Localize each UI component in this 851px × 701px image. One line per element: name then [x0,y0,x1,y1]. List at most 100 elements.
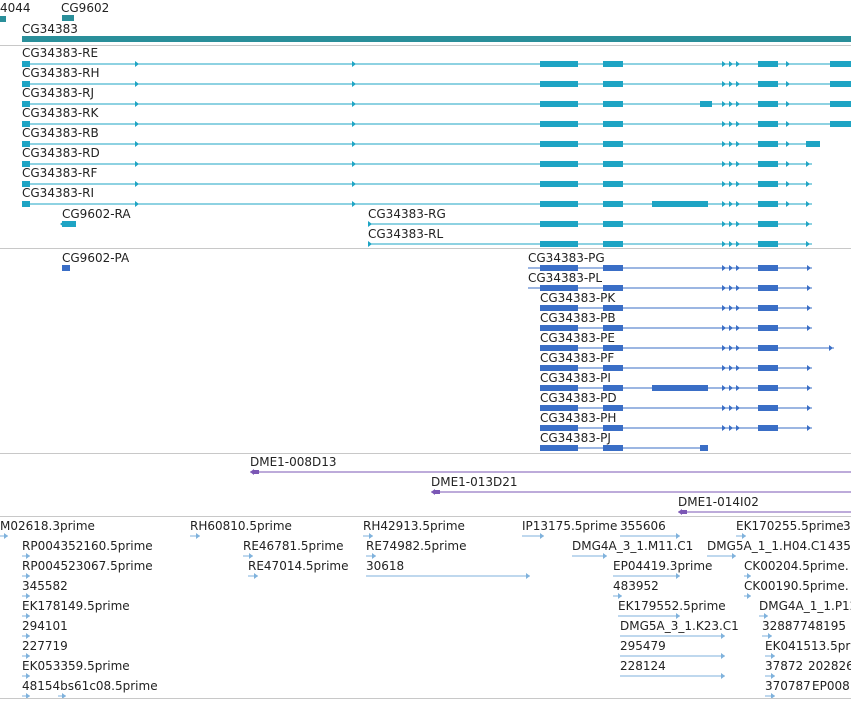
exon-block[interactable] [758,365,778,371]
exon-block[interactable] [603,161,623,167]
exon-block[interactable] [603,241,623,247]
gene-label[interactable]: CG9602 [61,1,110,15]
exon-block[interactable] [22,101,30,107]
transcript-label[interactable]: CG34383-RH [22,66,100,80]
est-label[interactable]: RH60810.5prime [190,519,292,533]
exon-block[interactable] [758,141,778,147]
est-label[interactable]: DMG4A_1_1.P12 [759,599,851,613]
exon-block[interactable] [434,490,440,494]
exon-block[interactable] [22,161,30,167]
exon-block[interactable] [540,121,578,127]
protein-label[interactable]: CG34383-PI [540,371,611,385]
protein-label[interactable]: CG34383-PL [528,271,603,285]
exon-block[interactable] [540,201,578,207]
exon-block[interactable] [758,201,778,207]
transcript-label[interactable]: CG34383-RJ [22,86,95,100]
exon-block[interactable] [540,61,578,67]
est-label[interactable]: CK00204.5prime. [744,559,849,573]
gene-label[interactable]: 4044 [0,1,31,15]
exon-block[interactable] [700,445,708,451]
exon-block[interactable] [758,221,778,227]
transcript-label[interactable]: CG34383-RE [22,46,99,60]
est-label[interactable]: 32887748195 [762,619,846,633]
exon-block[interactable] [540,385,578,391]
est-label[interactable]: RE46781.5prime [243,539,344,553]
exon-block[interactable] [830,101,851,107]
exon-block[interactable] [62,265,70,271]
exon-block[interactable] [758,61,778,67]
exon-block[interactable] [540,101,578,107]
exon-block[interactable] [540,305,578,311]
transcript-label[interactable]: CG34383-RD [22,146,100,160]
exon-block[interactable] [22,141,30,147]
exon-block[interactable] [758,81,778,87]
est-label[interactable]: EK041513.5pri [765,639,851,653]
exon-block[interactable] [540,181,578,187]
exon-block[interactable] [22,181,30,187]
est-label[interactable]: EK053359.5prime [22,659,130,673]
exon-block[interactable] [681,510,687,514]
clone-label[interactable]: DME1-008D13 [250,455,337,469]
est-label[interactable]: RH42913.5prime [363,519,465,533]
exon-block[interactable] [603,365,623,371]
est-label[interactable]: CK00190.5prime. [744,579,849,593]
est-label[interactable]: M02618.3prime [0,519,95,533]
exon-block[interactable] [758,121,778,127]
exon-block[interactable] [758,241,778,247]
exon-block[interactable] [603,425,623,431]
exon-block[interactable] [603,405,623,411]
gene-block[interactable] [0,16,6,22]
est-label[interactable]: 228124 [620,659,666,673]
protein-label[interactable]: CG9602-PA [62,251,130,265]
exon-block[interactable] [758,425,778,431]
est-label[interactable]: 355606 [620,519,666,533]
exon-block[interactable] [540,445,578,451]
exon-block[interactable] [830,121,851,127]
exon-block[interactable] [22,61,30,67]
gene-block[interactable] [62,15,74,21]
protein-label[interactable]: CG34383-PH [540,411,617,425]
transcript-label[interactable]: CG34383-RI [22,186,95,200]
exon-block[interactable] [758,101,778,107]
exon-block[interactable] [540,221,578,227]
exon-block[interactable] [603,121,623,127]
exon-block[interactable] [22,201,30,207]
exon-block[interactable] [22,121,30,127]
exon-block[interactable] [540,161,578,167]
exon-block[interactable] [540,141,578,147]
est-label[interactable]: IP13175.5prime [522,519,618,533]
protein-label[interactable]: CG34383-PJ [540,431,611,445]
est-label[interactable]: DMG5A_1_1.H04.C1 [707,539,827,553]
transcript-label[interactable]: CG34383-RL [368,227,444,241]
protein-label[interactable]: CG34383-PG [528,251,605,265]
est-label[interactable]: 202826 [808,659,851,673]
transcript-label[interactable]: CG34383-RF [22,166,98,180]
est-label[interactable]: 30618 [366,559,405,573]
exon-block[interactable] [540,345,578,351]
transcript-label[interactable]: CG34383-RG [368,207,446,221]
protein-label[interactable]: CG34383-PB [540,311,616,325]
gene-span[interactable] [22,36,851,42]
exon-block[interactable] [540,365,578,371]
est-label[interactable]: RP004523067.5prime [22,559,153,573]
est-label[interactable]: EK170255.5prime [736,519,844,533]
exon-block[interactable] [758,305,778,311]
est-label[interactable]: 3 [843,519,851,533]
exon-block[interactable] [603,445,623,451]
exon-block[interactable] [758,265,778,271]
exon-block[interactable] [758,385,778,391]
exon-block[interactable] [540,405,578,411]
exon-block[interactable] [603,61,623,67]
est-label[interactable]: EK179552.5prime [618,599,726,613]
exon-block[interactable] [540,81,578,87]
est-label[interactable]: RE47014.5prime [248,559,349,573]
exon-block[interactable] [540,241,578,247]
exon-block[interactable] [652,385,708,391]
exon-block[interactable] [540,425,578,431]
est-label[interactable]: 48154bs61c08.5prime [22,679,158,693]
exon-block[interactable] [603,345,623,351]
exon-block[interactable] [603,181,623,187]
transcript-label[interactable]: CG34383-RB [22,126,99,140]
exon-block[interactable] [540,285,578,291]
est-label[interactable]: RP004352160.5prime [22,539,153,553]
